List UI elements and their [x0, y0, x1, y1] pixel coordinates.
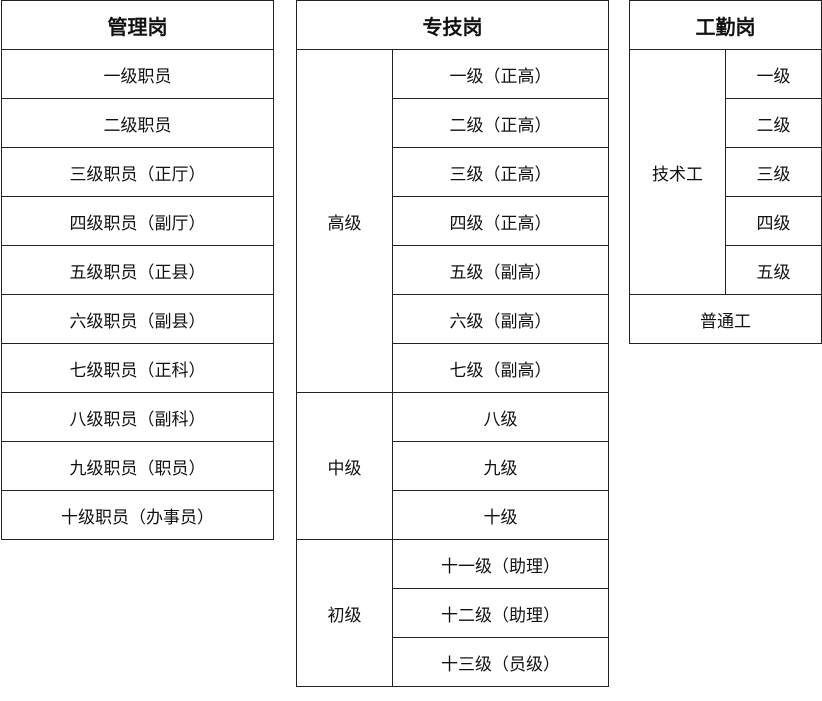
grade-cell: 八级: [392, 392, 609, 442]
grade-cell: 一级职员: [1, 49, 274, 99]
professional-post-table: 专技岗 高级 一级（正高） 二级（正高） 三级（正高） 四级（正高） 五级（副高） 六级（副高…: [296, 0, 609, 687]
general-worker-cell: 普通工: [629, 294, 822, 344]
group-cell: 高级: [296, 49, 393, 393]
grade-cell: 三级（正高）: [392, 147, 609, 197]
worker-post-table: 工勤岗 技术工 一级 二级 三级 四级 五级 普通工: [629, 0, 822, 344]
table-header: 工勤岗: [629, 0, 822, 50]
group-cell: 中级: [296, 392, 393, 540]
grade-cell: 十级: [392, 490, 609, 540]
grade-cell: 五级: [725, 245, 822, 295]
grade-cell: 六级职员（副县）: [1, 294, 274, 344]
grade-cell: 三级职员（正厅）: [1, 147, 274, 197]
table-header: 管理岗: [1, 0, 274, 50]
grade-cell: 八级职员（副科）: [1, 392, 274, 442]
grade-cell: 十一级（助理）: [392, 539, 609, 589]
grade-cell: 二级职员: [1, 98, 274, 148]
grade-cell: 十三级（员级）: [392, 637, 609, 687]
grade-cell: 五级（副高）: [392, 245, 609, 295]
table-header: 专技岗: [296, 0, 609, 50]
grade-cell: 九级职员（职员）: [1, 441, 274, 491]
grade-cell: 九级: [392, 441, 609, 491]
grade-cell: 七级（副高）: [392, 343, 609, 393]
group-cell: 技术工: [629, 49, 726, 295]
grade-cell: 七级职员（正科）: [1, 343, 274, 393]
grade-cell: 三级: [725, 147, 822, 197]
grade-cell: 一级（正高）: [392, 49, 609, 99]
grade-cell: 十二级（助理）: [392, 588, 609, 638]
grade-cell: 四级: [725, 196, 822, 246]
management-post-table: 管理岗 一级职员 二级职员 三级职员（正厅） 四级职员（副厅） 五级职员（正县） 六级职员（…: [1, 0, 274, 540]
grade-cell: 四级职员（副厅）: [1, 196, 274, 246]
grade-cell: 二级（正高）: [392, 98, 609, 148]
grade-cell: 十级职员（办事员）: [1, 490, 274, 540]
grade-cell: 一级: [725, 49, 822, 99]
grade-cell: 六级（副高）: [392, 294, 609, 344]
group-cell: 初级: [296, 539, 393, 687]
grade-cell: 二级: [725, 98, 822, 148]
grade-cell: 四级（正高）: [392, 196, 609, 246]
grade-cell: 五级职员（正县）: [1, 245, 274, 295]
